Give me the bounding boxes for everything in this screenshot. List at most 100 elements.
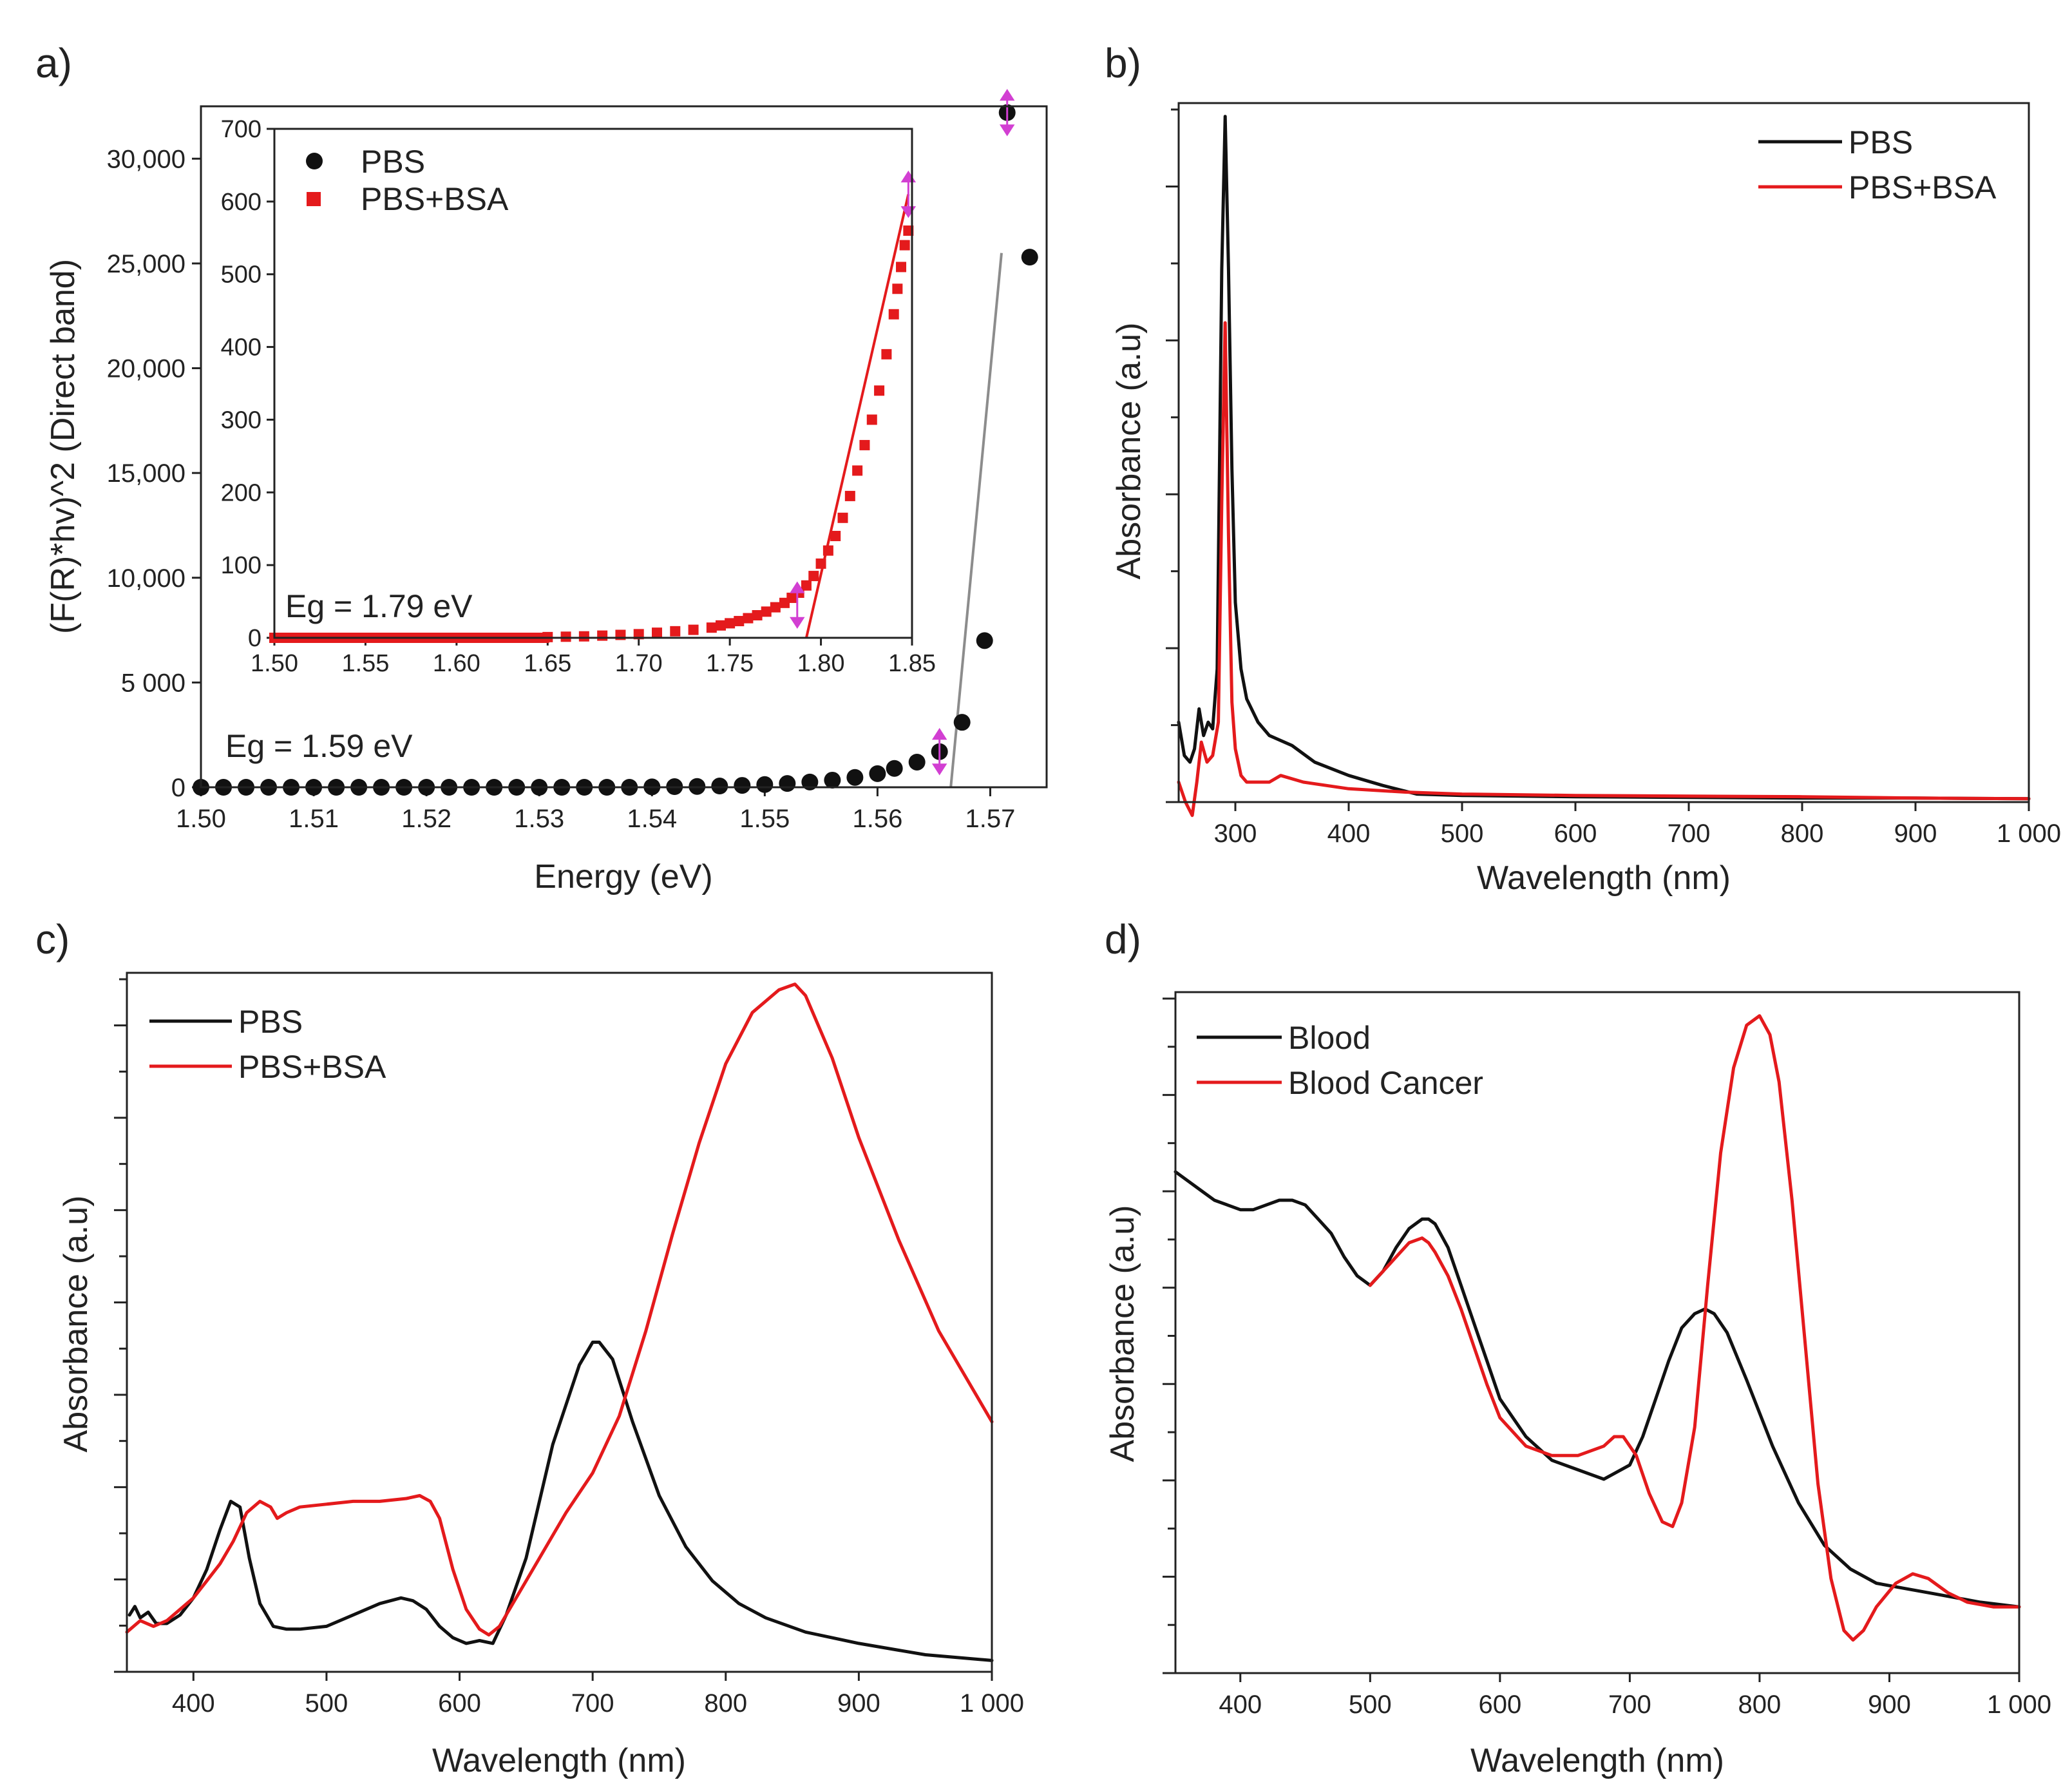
panel-a-xtick-label: 1.50 xyxy=(176,805,226,833)
panel-b-series xyxy=(1177,115,2031,818)
inset-pbs-bsa-point xyxy=(734,616,745,627)
panel-b-xtick-label: 1 000 xyxy=(1997,819,2061,848)
inset-pbs-bsa-point xyxy=(761,606,772,617)
panel-c-pbs-line xyxy=(128,1340,994,1662)
panel-a-eg-annotation: Eg = 1.59 eV xyxy=(225,728,413,764)
panel-c-series xyxy=(125,982,994,1662)
legend-pbs-bsa-marker xyxy=(307,192,321,206)
panel-a-label: a) xyxy=(35,40,72,86)
panel-c-frame xyxy=(126,972,993,1673)
inset-xtick-label: 1.85 xyxy=(888,650,936,677)
panel-a-pbs-point xyxy=(1021,249,1038,266)
panel-a-pbs-point xyxy=(953,714,971,731)
panel-c-legend: PBS PBS+BSA xyxy=(149,1004,386,1085)
inset-frame xyxy=(273,128,913,639)
panel-a-ytick-label: 10,000 xyxy=(107,564,185,593)
panel-a-xtick-label: 1.54 xyxy=(627,805,677,833)
panel-a-ylabel: (F(R)*hv)^2 (Direct band) xyxy=(44,259,82,634)
panel-c-xtick-label: 800 xyxy=(704,1689,747,1718)
panel-a-pbs-point xyxy=(908,753,926,771)
inset-pbs-bsa-point xyxy=(706,622,717,633)
inset-xtick-label: 1.60 xyxy=(433,650,480,677)
panel-c-xtick-label: 400 xyxy=(172,1689,215,1718)
panel-a-fit-segment xyxy=(949,253,1003,788)
panel-a-xtick-label: 1.52 xyxy=(401,805,451,833)
inset-background xyxy=(274,129,912,638)
inset-pbs-bsa-point xyxy=(801,580,812,591)
panel-a-ytick-label: 20,000 xyxy=(107,355,185,383)
panel-a-ytick-label: 15,000 xyxy=(107,459,185,488)
legend-pbs-bsa-label: PBS+BSA xyxy=(361,181,509,217)
panel-a-magenta-marker xyxy=(931,727,947,776)
panel-b-xtick-label: 800 xyxy=(1781,819,1824,848)
inset-pbs-bsa-point xyxy=(652,627,662,638)
panel-a-pbs-point xyxy=(801,773,819,790)
inset-pbs-bsa-point xyxy=(866,414,877,425)
inset-pbs-bsa-point xyxy=(892,283,903,294)
panel-a-inset: 1.50 1.55 1.60 1.65 1.70 1.75 1.80 1.85 0 100 200 3… xyxy=(221,116,936,677)
inset-fit-segment xyxy=(804,194,910,638)
panel-b-frame xyxy=(1177,102,2030,803)
panel-c-xtick-label: 900 xyxy=(837,1689,880,1718)
panel-a-ytick-label: 0 xyxy=(171,774,185,802)
panel-d-label: d) xyxy=(1105,916,1141,963)
panel-b-xtick-label: 400 xyxy=(1327,819,1371,848)
panel-b-pbs-bsa-line xyxy=(1177,321,2031,818)
panel-d-ylabel: Absorbance (a.u) xyxy=(1104,1205,1141,1462)
panel-a-pbs-point xyxy=(869,765,886,782)
panel-b: 300 400 500 600 700 800 900 1 000 PBS PBS+BSA W… xyxy=(1110,102,2061,897)
panel-b-xtick-label: 700 xyxy=(1668,819,1711,848)
panel-a-xlabel: Energy (eV) xyxy=(534,858,712,896)
inset-xtick-label: 1.50 xyxy=(251,650,298,677)
legend-pbs-bsa-label: PBS+BSA xyxy=(1849,169,1997,206)
panel-b-xtick-label: 300 xyxy=(1214,819,1257,848)
panel-a-ticks: 1.50 1.51 1.52 1.53 1.54 1.55 1.56 1.57 0 5 000 10… xyxy=(107,145,1016,833)
panel-a-pbs-point xyxy=(824,771,841,789)
inset-pbs-bsa-point xyxy=(888,309,899,320)
panel-b-xtick-label: 500 xyxy=(1441,819,1484,848)
panel-a: 1.50 1.51 1.52 1.53 1.54 1.55 1.56 1.57 0 5 000 10… xyxy=(44,88,1048,896)
panel-d-series xyxy=(1174,1014,2021,1642)
inset-pbs-bsa-point xyxy=(881,349,892,359)
legend-pbs-marker xyxy=(306,153,323,169)
panel-a-magenta-marker xyxy=(999,88,1015,137)
panel-d-xtick-label: 900 xyxy=(1868,1690,1911,1719)
legend-pbs-label: PBS xyxy=(1849,124,1913,160)
inset-pbs-bsa-point xyxy=(844,490,855,501)
inset-pbs-bsa-point xyxy=(903,225,914,236)
inset-ytick-label: 200 xyxy=(221,479,261,506)
panel-a-pbs-point xyxy=(846,769,864,786)
panel-b-xtick-label: 900 xyxy=(1894,819,1937,848)
inset-pbs-bsa-point xyxy=(725,618,736,629)
panel-a-frame xyxy=(200,105,1048,789)
panel-a-xtick-label: 1.57 xyxy=(965,805,1016,833)
panel-c-ticks: 400 500 600 700 800 900 1 000 xyxy=(114,978,1024,1718)
inset-ytick-label: 500 xyxy=(221,262,261,289)
inset-ytick-label: 600 xyxy=(221,189,261,216)
inset-legend: PBS PBS+BSA xyxy=(306,144,509,217)
panel-a-xtick-label: 1.53 xyxy=(514,805,564,833)
inset-pbs-bsa-point xyxy=(597,630,608,641)
panel-d-xtick-label: 400 xyxy=(1219,1690,1262,1719)
panel-a-pbs-point xyxy=(976,632,993,649)
panel-c-xtick-label: 500 xyxy=(305,1689,348,1718)
inset-ytick-label: 400 xyxy=(221,334,261,361)
inset-pbs-bsa-point xyxy=(874,385,885,396)
panel-c-pbs-bsa-line xyxy=(125,982,994,1637)
inset-eg-annotation: Eg = 1.79 eV xyxy=(285,588,473,624)
panel-c-xtick-label: 700 xyxy=(571,1689,614,1718)
inset-pbs-bsa-point xyxy=(560,631,571,642)
inset-ytick-label: 100 xyxy=(221,552,261,579)
panel-a-pbs-point xyxy=(734,777,751,794)
inset-ticks: 1.50 1.55 1.60 1.65 1.70 1.75 1.80 1.85 0 100 200 3… xyxy=(221,116,936,677)
legend-blood-cancer-label: Blood Cancer xyxy=(1288,1065,1483,1101)
panel-d-legend: Blood Blood Cancer xyxy=(1197,1020,1483,1101)
panel-d-ticks: 400 500 600 700 800 900 1 000 xyxy=(1163,997,2051,1719)
panel-b-xlabel: Wavelength (nm) xyxy=(1477,859,1731,897)
inset-ytick-label: 0 xyxy=(248,625,261,652)
panel-a-pbs-point xyxy=(756,776,774,793)
panel-a-ytick-label: 25,000 xyxy=(107,250,185,278)
panel-d-xtick-label: 500 xyxy=(1349,1690,1392,1719)
panel-c-xtick-label: 600 xyxy=(438,1689,481,1718)
panel-d-xtick-label: 1 000 xyxy=(1987,1690,2051,1719)
